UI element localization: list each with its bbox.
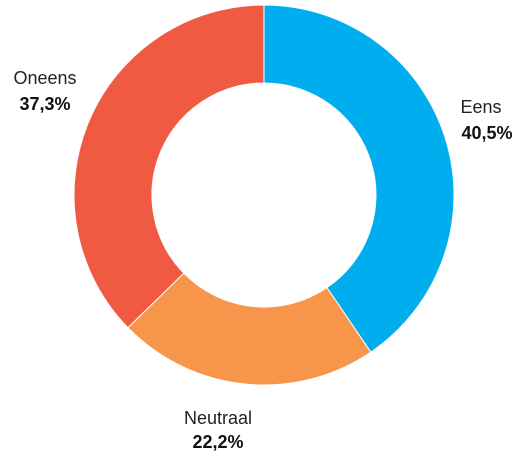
slice-label-value-neutraal: 22,2% xyxy=(192,432,243,452)
slice-label-name-neutraal: Neutraal xyxy=(184,408,252,428)
slice-label-value-oneens: 37,3% xyxy=(19,94,70,114)
slice-label-value-eens: 40,5% xyxy=(461,123,512,143)
donut-slices xyxy=(73,4,455,386)
donut-slice-eens xyxy=(263,4,455,353)
slice-label-name-oneens: Oneens xyxy=(13,68,76,88)
donut-slice-neutraal xyxy=(127,272,372,386)
donut-slice-oneens xyxy=(73,4,265,329)
slice-label-name-eens: Eens xyxy=(460,97,501,117)
